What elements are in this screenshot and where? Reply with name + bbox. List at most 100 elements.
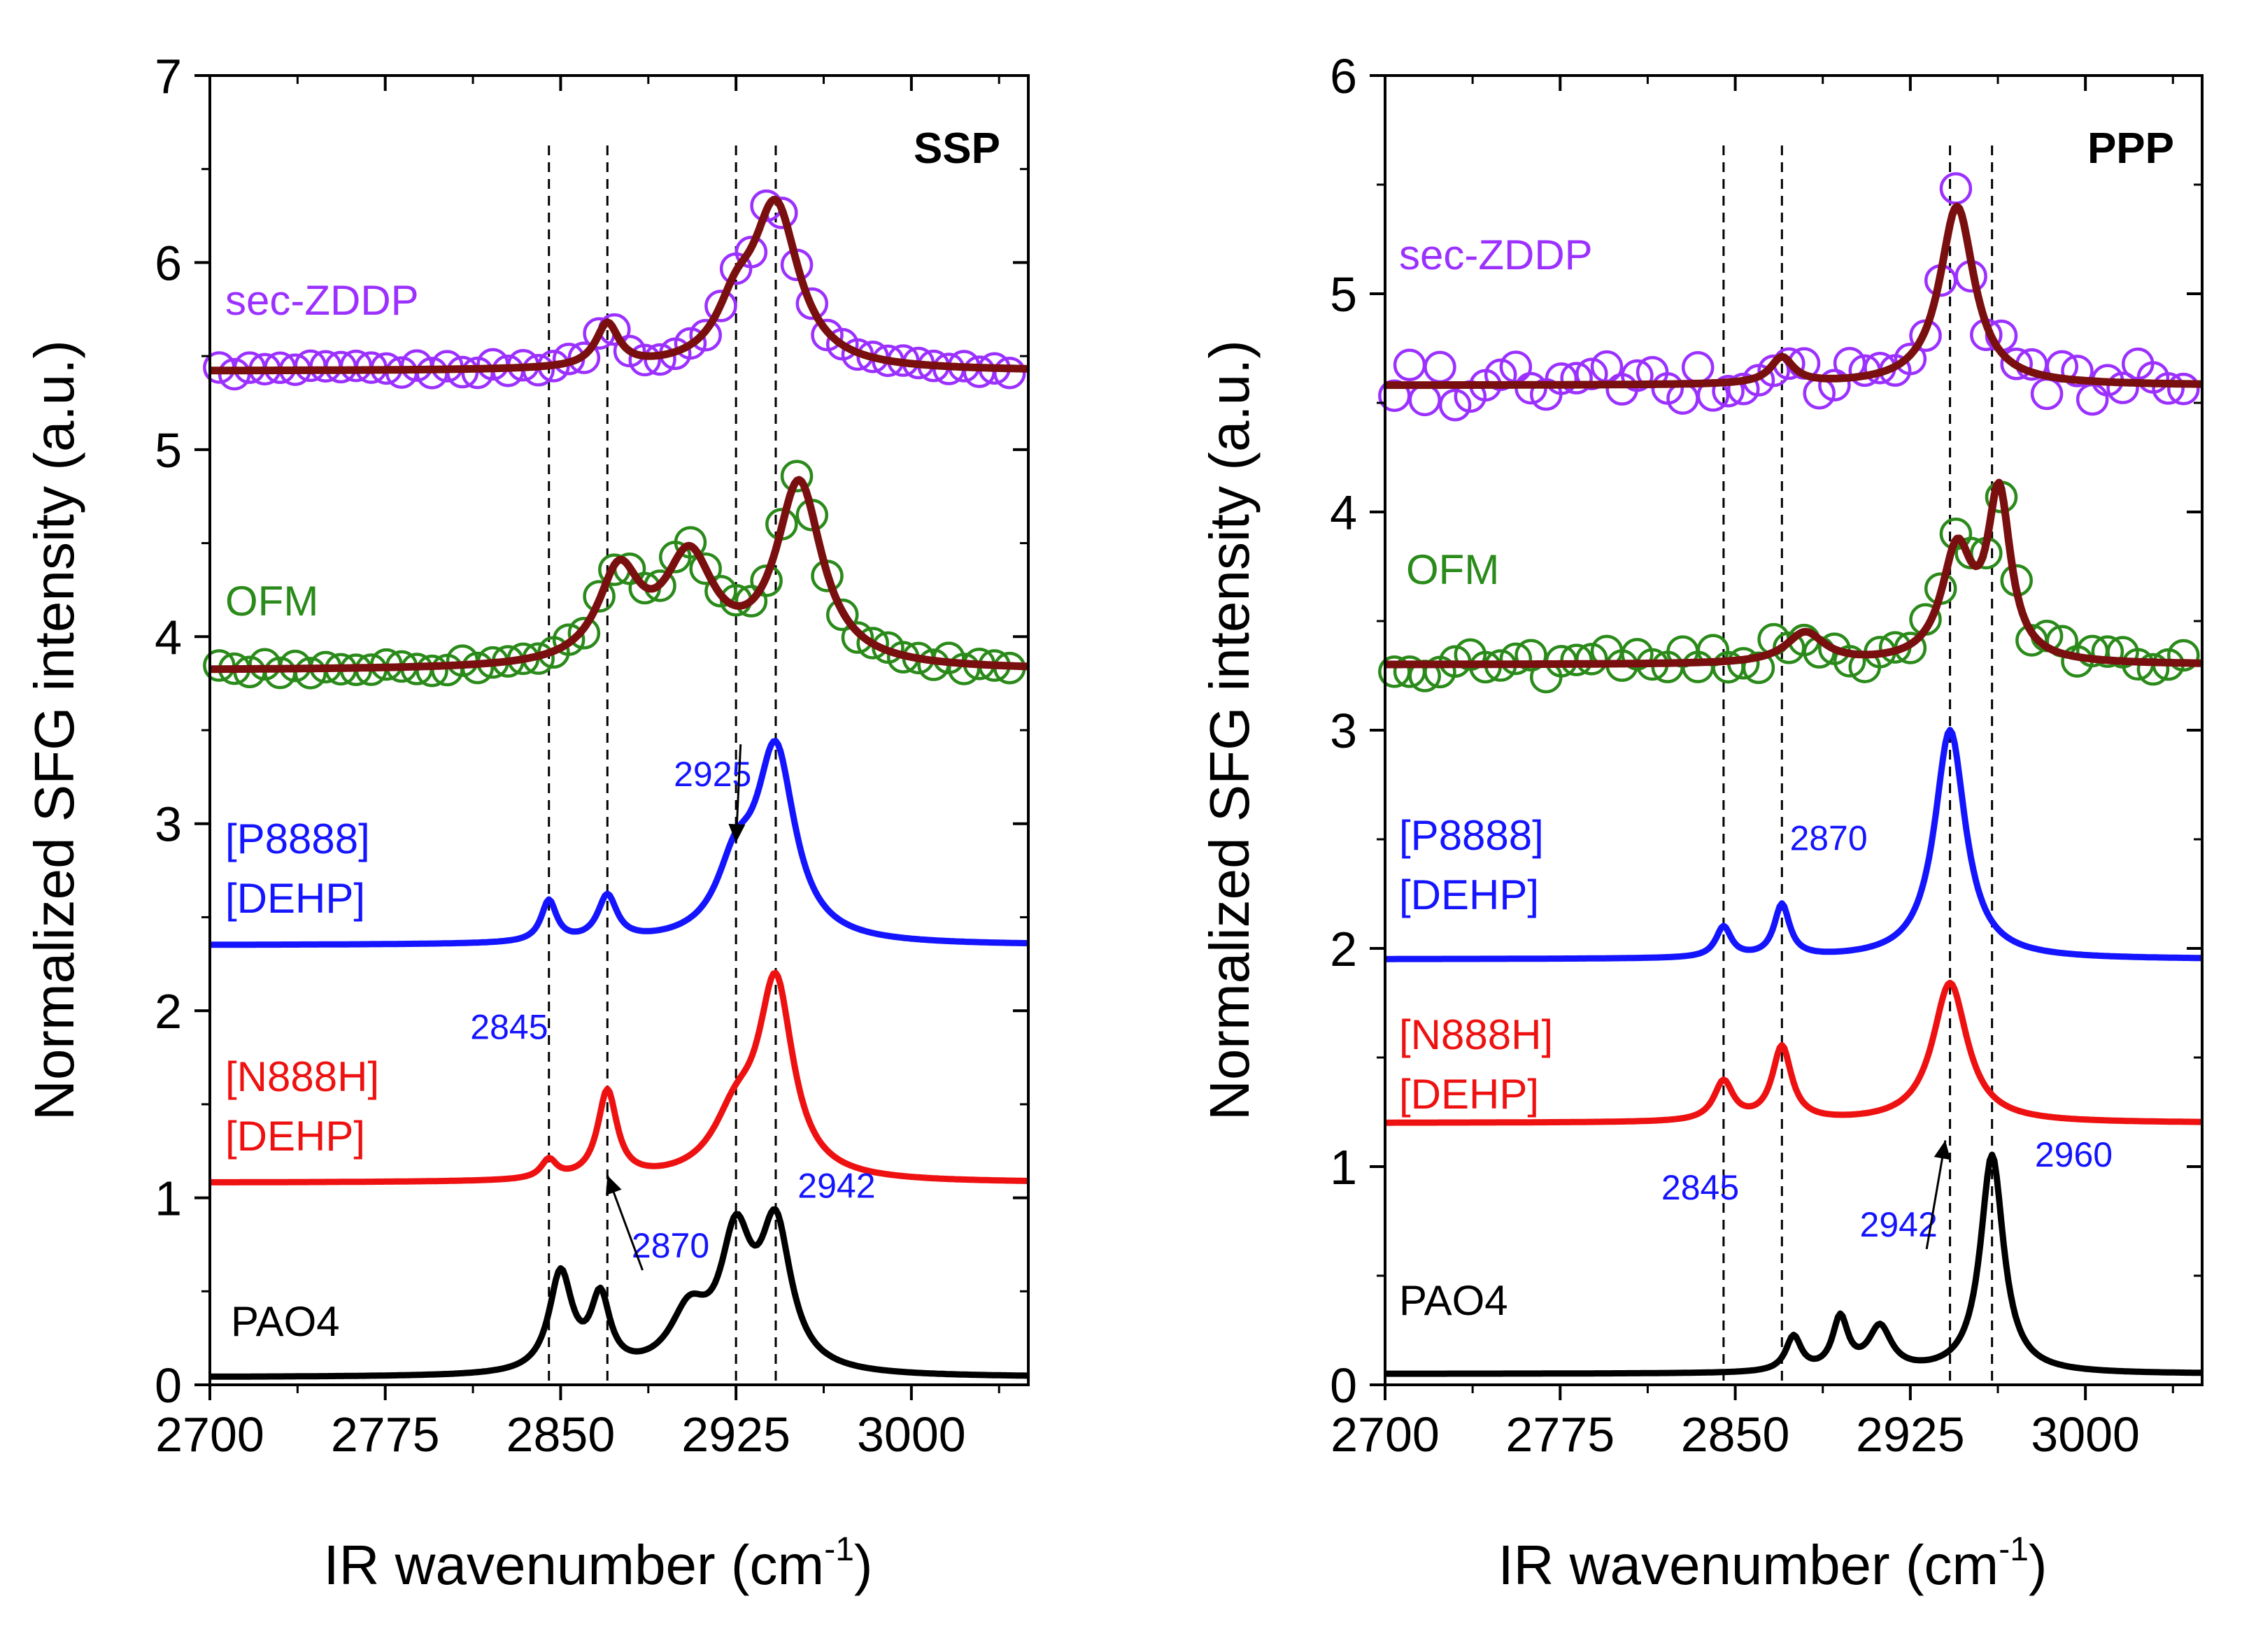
series-label: sec-ZDDP <box>225 277 419 324</box>
series-label: [N888H] <box>225 1053 379 1100</box>
data-point <box>1757 354 1790 387</box>
x-tick-label: 2925 <box>1856 1407 1965 1462</box>
x-tick-label: 2700 <box>1331 1407 1440 1462</box>
data-point <box>689 319 722 352</box>
data-point <box>1560 643 1593 676</box>
y-tick-label: 4 <box>155 610 182 664</box>
data-point <box>1408 383 1441 417</box>
data-point <box>1939 172 1973 205</box>
y-tick-label: 6 <box>1330 49 1357 104</box>
series-label: [DEHP] <box>225 875 365 922</box>
fit-line <box>1383 478 2204 669</box>
data-point <box>2061 355 2094 387</box>
x-axis-label: IR wavenumber (cm-1) <box>323 1531 872 1596</box>
data-point <box>567 617 601 650</box>
y-tick-label: 4 <box>1330 485 1357 540</box>
data-point <box>795 287 829 320</box>
data-point <box>1712 374 1745 408</box>
data-point <box>1499 642 1533 676</box>
data-point <box>1681 351 1715 384</box>
arrow-head <box>606 1175 622 1196</box>
series-n888hdehp <box>208 969 1030 1185</box>
series-p8888dehp <box>208 738 1030 948</box>
spectrum-line <box>208 1206 1030 1380</box>
data-point <box>2091 635 2124 668</box>
peak-annotation-2870: 2870 <box>632 1226 709 1265</box>
data-point <box>2000 348 2033 380</box>
y-axis-label: Normalized SFG intensity (a.u.) <box>23 340 85 1120</box>
data-point <box>552 623 586 656</box>
data-point <box>1438 388 1472 422</box>
chart-panel-ppp: sec-ZDDP OFM [P8888] [DEHP] [N888H] [DEHP] PAO… <box>1198 49 2204 1596</box>
x-tick-label: 2850 <box>506 1407 616 1462</box>
data-point <box>674 327 707 360</box>
spectrum-line <box>208 738 1030 948</box>
data-point <box>1727 372 1760 406</box>
data-point <box>583 580 616 613</box>
series-label: PAO4 <box>1399 1277 1508 1324</box>
data-point <box>1621 359 1654 392</box>
series-label: [DEHP] <box>1399 871 1539 918</box>
data-point <box>1818 369 1851 401</box>
data-point <box>735 236 768 269</box>
y-tick-label: 0 <box>155 1358 182 1413</box>
series-sec-zddp <box>203 189 1030 391</box>
fit-line <box>208 196 1030 375</box>
y-axis-label: Normalized SFG intensity (a.u.) <box>1198 340 1261 1120</box>
x-tick-label: 3000 <box>857 1407 966 1462</box>
series-ofm <box>203 460 1030 690</box>
data-point <box>825 598 859 632</box>
y-tick-label: 2 <box>1330 922 1357 976</box>
data-point <box>704 290 737 322</box>
polarization-label: PPP <box>2087 124 2174 173</box>
data-point <box>2152 372 2185 405</box>
data-point <box>1560 362 1593 394</box>
x-axis-label: IR wavenumber (cm-1) <box>1498 1531 2047 1596</box>
x-tick-label: 2700 <box>155 1407 264 1462</box>
data-point <box>2136 653 2170 686</box>
series-label: [N888H] <box>1399 1011 1553 1058</box>
annotation-arrow <box>1925 1140 1947 1250</box>
series-pao4 <box>1384 1151 2204 1377</box>
x-tick-label: 2850 <box>1681 1407 1790 1462</box>
series-ofm <box>1378 478 2204 694</box>
spectrum-line <box>1384 1151 2204 1377</box>
arrow-head <box>728 823 746 843</box>
data-point <box>689 552 722 585</box>
series-label: [P8888] <box>225 816 370 862</box>
series-label: OFM <box>225 578 318 625</box>
data-point <box>416 654 448 688</box>
peak-annotation-2942: 2942 <box>797 1167 875 1206</box>
data-point <box>628 343 662 377</box>
series-label: [DEHP] <box>1399 1071 1539 1118</box>
series-label: OFM <box>1406 546 1499 593</box>
data-point <box>856 627 889 660</box>
peak-annotation-2845: 2845 <box>470 1007 548 1046</box>
data-point <box>1424 350 1456 384</box>
series-label: [DEHP] <box>225 1113 365 1160</box>
peak-annotation-2845: 2845 <box>1661 1168 1739 1207</box>
series-label: [P8888] <box>1399 812 1544 859</box>
data-point <box>2167 639 2200 672</box>
data-point <box>2030 377 2064 411</box>
fit-line <box>1383 202 2204 390</box>
peak-annotation-2942: 2942 <box>1860 1205 1938 1244</box>
y-tick-label: 5 <box>1330 267 1357 322</box>
data-point <box>993 356 1026 390</box>
data-point <box>750 564 783 597</box>
x-tick-label: 3000 <box>2031 1407 2140 1462</box>
data-point <box>1742 651 1775 685</box>
data-point <box>1894 342 1927 376</box>
series-n888hdehp <box>1384 979 2204 1126</box>
x-tick-label: 2775 <box>1505 1407 1615 1462</box>
peak-annotation-2960: 2960 <box>2035 1135 2113 1174</box>
data-point <box>2167 372 2200 406</box>
y-tick-label: 5 <box>155 423 182 478</box>
data-point <box>1393 348 1426 382</box>
data-point <box>674 526 707 559</box>
data-point <box>1514 639 1547 672</box>
y-tick-label: 7 <box>155 49 182 104</box>
spectrum-line <box>1384 979 2204 1126</box>
polarization-label: SSP <box>914 124 1000 173</box>
